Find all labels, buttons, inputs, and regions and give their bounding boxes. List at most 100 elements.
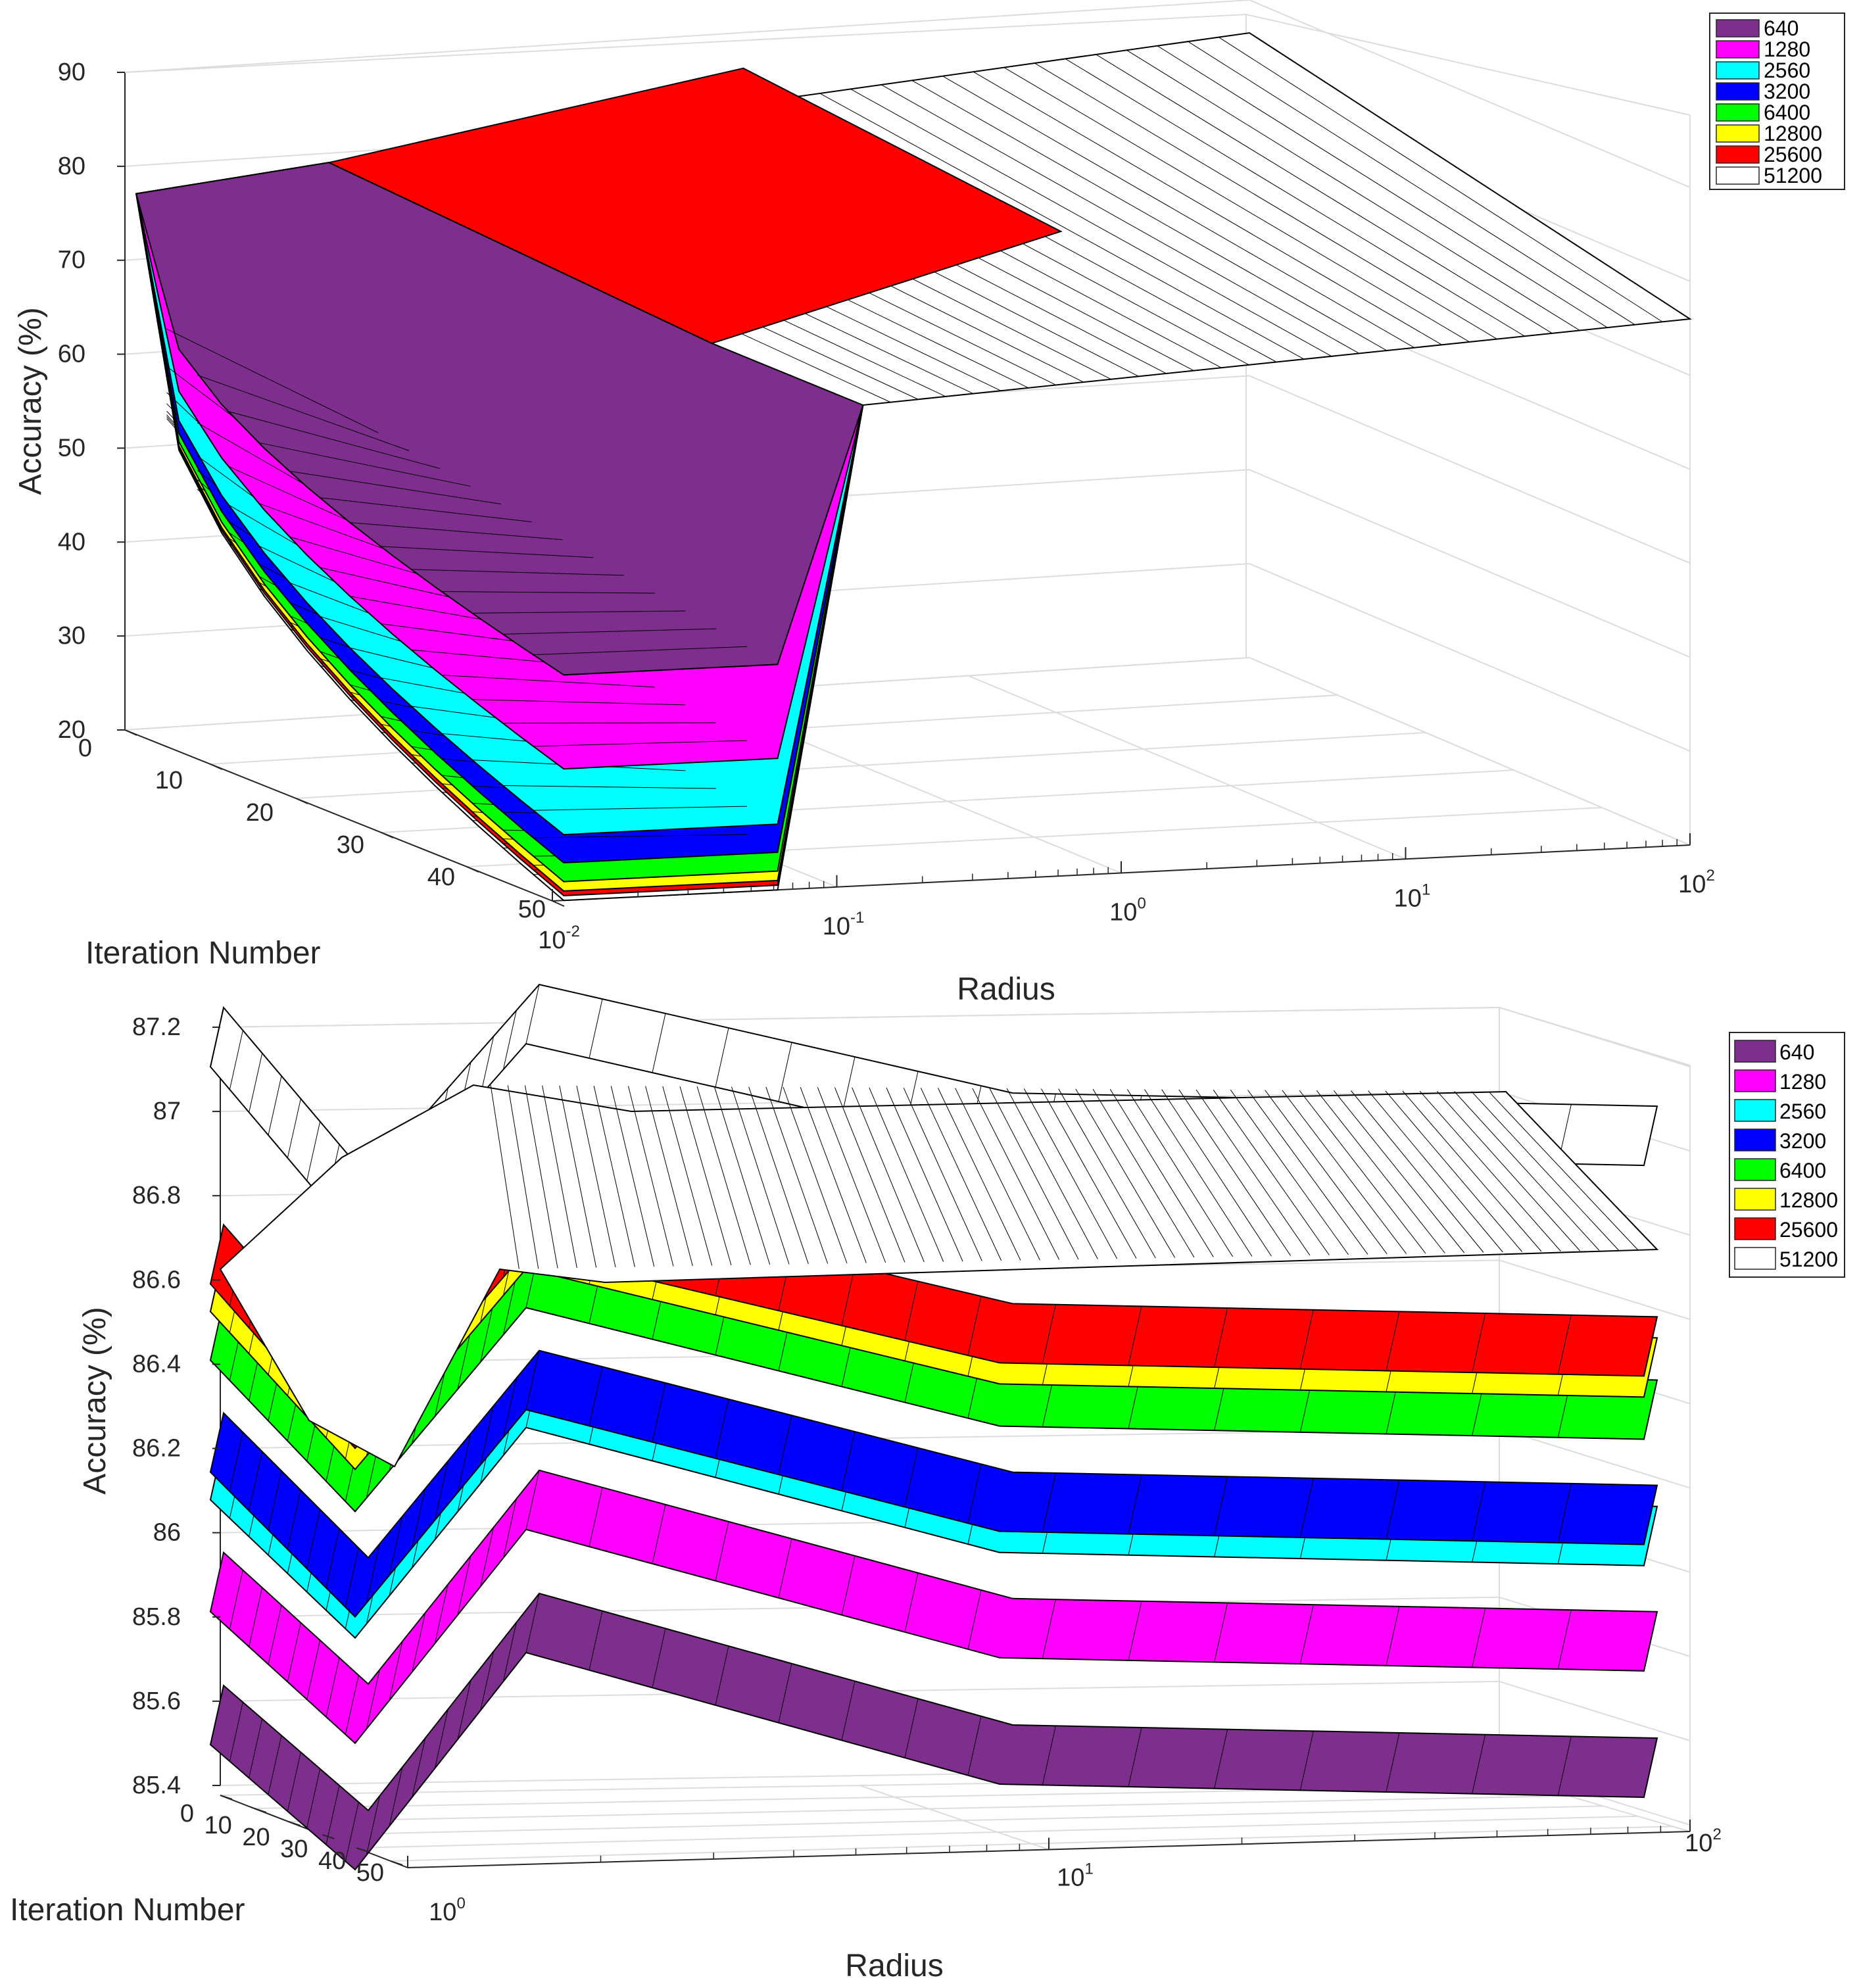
mesh-line — [533, 834, 747, 838]
mesh-line — [800, 1086, 867, 1263]
mesh-line — [345, 1802, 359, 1862]
mesh-line — [1003, 67, 1470, 343]
y-tick-label: 30 — [280, 1835, 308, 1863]
mesh-line — [1265, 1090, 1388, 1255]
mesh-line — [938, 1088, 1021, 1261]
mesh-line — [434, 1709, 448, 1769]
mesh-line — [525, 1593, 540, 1653]
mesh-line — [366, 1670, 380, 1730]
mesh-line — [502, 1275, 517, 1335]
y-tick-mark — [322, 1834, 335, 1839]
mesh-line — [1472, 1734, 1486, 1794]
mesh-line — [1299, 1309, 1314, 1369]
mesh-line — [411, 569, 624, 576]
legend-label: 640 — [1764, 16, 1799, 40]
y-tick-mark — [295, 798, 308, 804]
y-axis-label: Iteration Number — [10, 1893, 245, 1927]
x-tick-label: 102 — [1685, 1826, 1722, 1857]
mesh-line — [525, 984, 540, 1044]
mesh-line — [490, 1085, 519, 1269]
y-tick-mark — [356, 1847, 369, 1853]
z-tick-label: 80 — [58, 153, 85, 180]
mesh-line — [778, 1042, 792, 1102]
y-tick-mark — [220, 1795, 233, 1800]
mesh-line — [652, 1013, 666, 1073]
mesh-line — [778, 1538, 792, 1598]
mesh-line — [480, 1651, 495, 1711]
legend-label: 25600 — [1779, 1218, 1838, 1242]
z-tick-label: 86.2 — [132, 1435, 181, 1463]
mesh-line — [662, 1086, 713, 1266]
mesh-line — [389, 1516, 403, 1576]
mesh-line — [1214, 1729, 1228, 1789]
y-tick-label: 40 — [318, 1847, 346, 1875]
mesh-line — [287, 1098, 301, 1158]
mesh-line — [350, 522, 563, 541]
mesh-line — [628, 1086, 674, 1267]
y-tick-label: 0 — [180, 1800, 194, 1828]
legend-label: 3200 — [1779, 1129, 1826, 1153]
mesh-line — [1386, 1606, 1400, 1666]
mesh-line — [412, 1737, 426, 1798]
mesh-line — [1472, 1313, 1486, 1373]
legend-label: 6400 — [1764, 101, 1810, 124]
mesh-line — [412, 1488, 426, 1548]
y-tick-mark — [124, 729, 137, 736]
mesh-line — [841, 1266, 856, 1326]
mesh-line — [1128, 1727, 1142, 1787]
legend-swatch — [1716, 166, 1760, 185]
mesh-line — [967, 1589, 982, 1649]
mesh-line — [1454, 1091, 1600, 1251]
mesh-line — [166, 328, 379, 433]
mesh-line — [904, 1572, 919, 1632]
mesh-line — [1126, 49, 1580, 331]
legend-swatch — [1734, 1099, 1776, 1122]
mesh-line — [471, 610, 686, 614]
mesh-line — [1126, 1089, 1234, 1257]
mesh-line — [1144, 1089, 1253, 1257]
z-axis-label: Accuracy (%) — [13, 307, 48, 495]
mesh-line — [1333, 1090, 1465, 1253]
legend-label: 2560 — [1779, 1100, 1826, 1123]
grid-line — [124, 14, 1247, 73]
z-tick-label: 70 — [58, 247, 85, 274]
y-tick-mark — [466, 866, 479, 873]
mesh-line — [652, 1504, 666, 1564]
mesh-line — [1230, 1090, 1349, 1255]
surface-640 — [209, 1592, 1658, 1871]
mesh-line — [1188, 41, 1635, 326]
x-tick-label: 102 — [1678, 867, 1715, 898]
mesh-line — [942, 76, 1415, 349]
mesh-line — [525, 1470, 540, 1530]
mesh-line — [1058, 1088, 1156, 1259]
mesh-line — [589, 999, 603, 1059]
mesh-line — [973, 71, 1442, 345]
mesh-line — [819, 93, 1305, 360]
mesh-line — [533, 740, 747, 747]
grid-line — [1245, 14, 1691, 116]
mesh-line — [1219, 37, 1663, 322]
y-tick-mark — [552, 900, 565, 907]
mesh-line — [1419, 1090, 1561, 1251]
mesh-line — [268, 1605, 282, 1664]
y-tick-label: 0 — [78, 735, 92, 762]
mesh-line — [841, 1431, 856, 1491]
mesh-line — [1386, 1311, 1400, 1371]
y-tick-label: 30 — [337, 831, 364, 859]
mesh-line — [287, 1752, 301, 1812]
grid-line — [1249, 657, 1691, 846]
mesh-line — [1075, 1088, 1176, 1258]
legend-label: 25600 — [1764, 143, 1822, 166]
legend-label: 3200 — [1764, 80, 1810, 103]
legend-label: 640 — [1779, 1040, 1814, 1064]
mesh-line — [955, 1088, 1040, 1261]
mesh-line — [783, 1086, 848, 1264]
mesh-line — [967, 1464, 982, 1524]
mesh-line — [576, 1085, 616, 1268]
mesh-line — [1034, 62, 1497, 339]
mesh-line — [441, 675, 655, 688]
legend-swatch — [1716, 124, 1760, 143]
mesh-line — [593, 1086, 635, 1267]
